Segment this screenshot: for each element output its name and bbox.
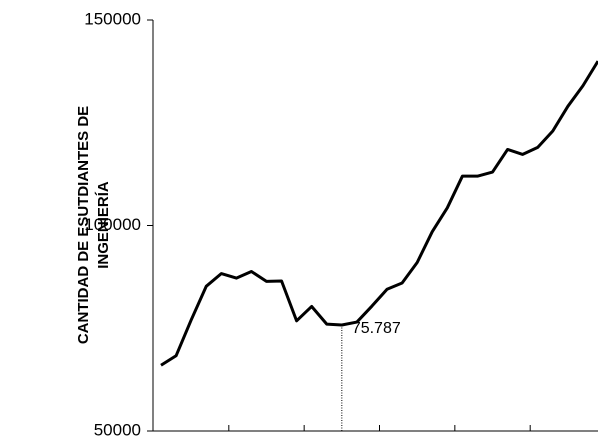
y-tick-label: 100000	[84, 215, 141, 234]
data-label: 75.787	[352, 320, 401, 337]
y-tick-label: 150000	[84, 9, 141, 28]
line	[160, 60, 598, 367]
y-axis-title: INGENIERÍA	[95, 181, 112, 269]
y-tick-label: 50000	[94, 420, 141, 437]
y-axis-title: CANTIDAD DE ESUTDIANTES DE	[75, 106, 92, 344]
